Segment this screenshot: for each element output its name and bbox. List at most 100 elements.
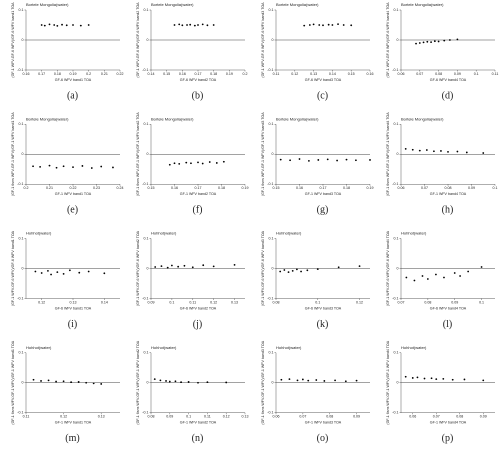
data-point xyxy=(40,380,42,382)
data-point xyxy=(206,381,209,384)
x-tick-label: 0.2 xyxy=(86,72,91,76)
data-point xyxy=(206,24,209,27)
data-point xyxy=(201,23,204,26)
x-tick-label: 0.2 xyxy=(24,186,29,190)
x-tick-label: 0.09 xyxy=(166,415,173,419)
data-point xyxy=(344,380,347,383)
x-tick-label: 0.12 xyxy=(291,72,298,76)
y-tick-label: 0 xyxy=(147,152,149,156)
y-tick-label: -0.1 xyxy=(392,411,398,415)
x-tick-label: 0.1 xyxy=(169,300,174,304)
x-axis-label: GF-1 WFV band3 TOA xyxy=(305,421,342,425)
data-point xyxy=(300,270,302,273)
data-point xyxy=(355,159,357,162)
y-tick-label: -0.1 xyxy=(17,296,23,300)
data-point xyxy=(193,24,196,27)
x-axis-label: GF-1 WFV band4 TOA xyxy=(430,192,467,196)
panel-label: (j) xyxy=(193,319,202,330)
data-point xyxy=(418,149,421,152)
data-point xyxy=(62,380,65,383)
data-point xyxy=(78,271,81,274)
data-point xyxy=(87,24,90,26)
panel-label: (p) xyxy=(442,433,454,444)
data-point xyxy=(100,383,103,385)
chart-title: Hohhot(water) xyxy=(276,345,302,350)
data-point xyxy=(187,380,190,383)
y-axis-label: (GF-1 6sns WFV-GF-1 WFV)/GF-1 WFV band4 … xyxy=(386,112,390,196)
data-point xyxy=(189,23,192,26)
data-point xyxy=(32,165,34,168)
data-point xyxy=(463,378,466,381)
x-axis-label: GF-6 WFV band1 TOA xyxy=(55,78,92,82)
data-point xyxy=(430,377,433,380)
x-tick-label: 0.19 xyxy=(70,72,77,76)
data-point xyxy=(191,266,194,269)
x-tick-label: 0.12 xyxy=(38,300,45,304)
y-tick-label: 0 xyxy=(397,152,399,156)
data-point xyxy=(154,266,157,268)
y-tick-label: 0.1 xyxy=(19,8,24,12)
data-point xyxy=(40,24,43,26)
x-tick-label: 0.09 xyxy=(468,186,475,190)
data-point xyxy=(56,25,59,27)
data-point xyxy=(448,39,451,41)
y-tick-label: 0 xyxy=(272,381,274,385)
data-point xyxy=(90,167,93,169)
chart-title: Bortele Mongolia(water) xyxy=(276,116,319,121)
x-axis-label: GF-6 WFV band4 TOA xyxy=(430,306,467,310)
data-point xyxy=(53,24,56,26)
data-point xyxy=(48,164,51,167)
y-tick-label: -0.1 xyxy=(17,68,23,72)
data-point xyxy=(62,165,65,168)
data-point xyxy=(56,271,59,273)
y-tick-label: 0.1 xyxy=(269,122,274,126)
panel-label: (c) xyxy=(317,90,328,101)
data-point xyxy=(77,380,80,383)
y-axis-label: (GF-1 WFV-GF-6 WFV)/GF-6 WFV band3 TOA xyxy=(261,2,265,78)
x-tick-label: 0.08 xyxy=(326,415,333,419)
data-point xyxy=(79,24,82,27)
data-point xyxy=(467,270,470,273)
panel-label: (g) xyxy=(317,205,329,216)
data-point xyxy=(456,150,459,153)
y-axis-label: (GF-1 WFV-GF-6 WFV)/GF-6 WFV band2 TOA xyxy=(136,2,140,78)
y-axis-label: (GF-1 WFV-GF-6 WFV)/GF-6 WFV band2 TOA xyxy=(136,230,140,306)
data-point xyxy=(416,376,419,379)
x-tick-label: 0.19 xyxy=(226,72,233,76)
data-point xyxy=(165,380,167,382)
data-point xyxy=(178,162,181,165)
y-axis-label: (GF-1 6sns WFV-GF-1 WFV)/GF-1 WFV band2 … xyxy=(136,340,140,424)
x-tick-label: 0.2 xyxy=(243,72,248,76)
y-tick-label: 0 xyxy=(22,266,24,270)
chart-title: Bortele Mongolia(water) xyxy=(276,2,319,7)
data-point xyxy=(307,379,310,382)
data-point xyxy=(62,273,65,275)
data-point xyxy=(418,42,421,44)
data-point xyxy=(100,165,103,168)
y-tick-label: 0.1 xyxy=(269,8,274,12)
data-point xyxy=(337,266,340,269)
y-tick-label: -0.1 xyxy=(392,182,398,186)
y-tick-label: 0 xyxy=(272,266,274,270)
data-point xyxy=(47,270,49,272)
panel-label: (o) xyxy=(317,433,329,444)
data-point xyxy=(411,148,414,151)
x-tick-label: 0.13 xyxy=(310,72,317,76)
data-point xyxy=(326,158,329,161)
y-axis-label: (GF-1 6sns WFV-GF-1 WFV)/GF-1 WFV band2 … xyxy=(136,112,140,196)
data-point xyxy=(404,375,407,378)
y-tick-label: -0.1 xyxy=(142,68,148,72)
data-point xyxy=(279,158,282,161)
data-point xyxy=(166,266,169,269)
panel-label: (i) xyxy=(68,319,77,330)
data-point xyxy=(336,159,338,162)
data-point xyxy=(153,378,156,381)
panel-label: (k) xyxy=(317,319,329,330)
chart-title: Bortele Mongolia(water) xyxy=(401,116,444,121)
data-point xyxy=(280,378,283,381)
x-axis-label: GF-6 WFV band3 TOA xyxy=(305,306,342,310)
y-tick-label: -0.1 xyxy=(392,68,398,72)
data-point xyxy=(443,39,446,42)
data-point xyxy=(404,147,407,150)
data-point xyxy=(212,24,215,26)
